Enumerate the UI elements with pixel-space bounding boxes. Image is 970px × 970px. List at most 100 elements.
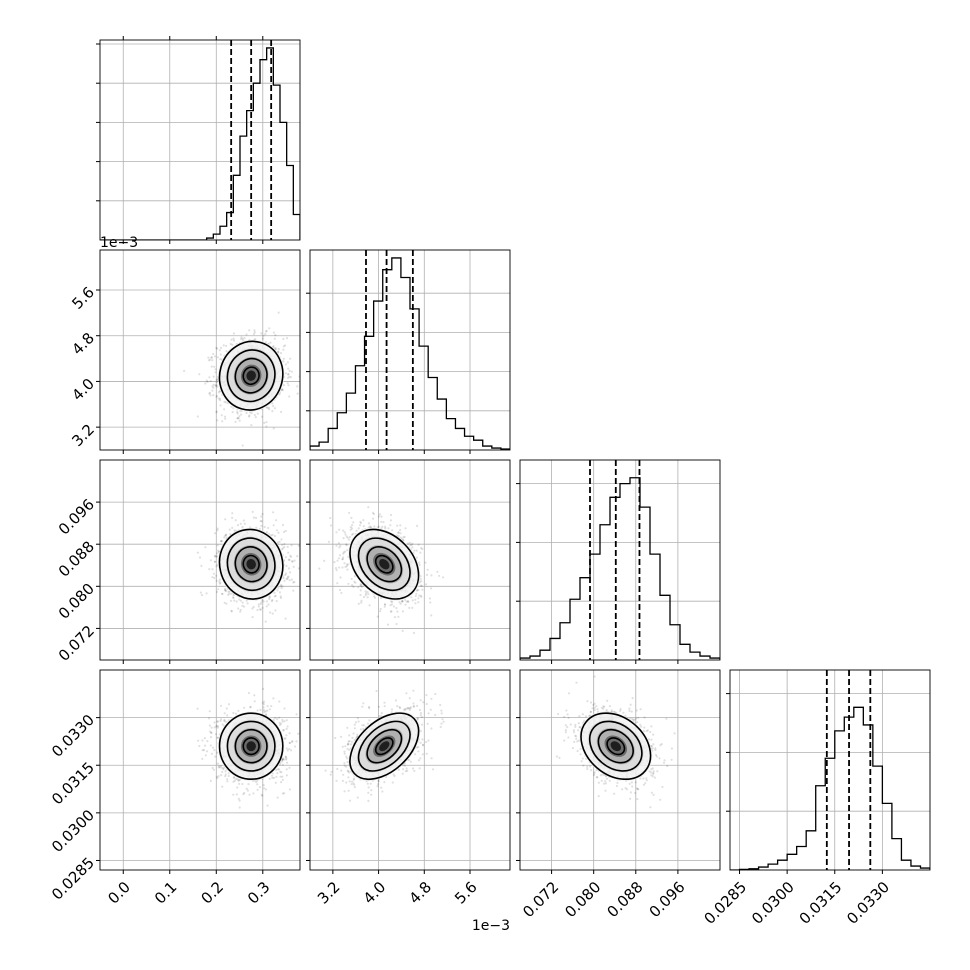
scatter-point bbox=[338, 566, 341, 569]
scatter-point bbox=[401, 629, 404, 633]
scatter-point bbox=[411, 606, 414, 610]
scatter-point bbox=[256, 608, 259, 612]
scatter-point bbox=[243, 706, 246, 709]
scatter-point bbox=[233, 599, 236, 602]
scatter-point bbox=[215, 346, 218, 349]
scatter-point bbox=[230, 338, 233, 341]
scatter-point bbox=[215, 394, 218, 397]
scatter-point bbox=[278, 540, 281, 543]
scatter-point bbox=[224, 534, 227, 538]
scatter-point bbox=[277, 531, 280, 534]
scatter-point bbox=[350, 527, 354, 530]
scatter-point bbox=[296, 392, 299, 395]
scatter-point bbox=[327, 540, 330, 544]
scatter-point bbox=[247, 415, 251, 418]
scatter-point bbox=[216, 544, 219, 547]
scatter-point bbox=[292, 589, 295, 592]
scatter-point bbox=[259, 602, 262, 606]
scatter-point bbox=[282, 337, 285, 341]
panel-plot-area bbox=[520, 460, 720, 660]
scatter-point bbox=[252, 332, 256, 336]
scatter-point bbox=[389, 524, 392, 527]
scatter-point bbox=[250, 412, 253, 415]
scatter-point bbox=[251, 616, 254, 619]
scatter-point bbox=[414, 594, 417, 598]
scatter-point bbox=[360, 521, 363, 525]
scatter-point bbox=[208, 710, 211, 713]
scatter-point bbox=[215, 380, 218, 383]
scatter-point bbox=[359, 593, 362, 597]
scatter-point bbox=[284, 529, 287, 533]
y-tick-label: 0.096 bbox=[55, 495, 98, 538]
scatter-point bbox=[399, 528, 402, 532]
scatter-point bbox=[354, 581, 357, 584]
scatter-point bbox=[274, 609, 277, 612]
scatter-point bbox=[393, 616, 397, 619]
scatter-point bbox=[418, 563, 421, 567]
panel-plot-area bbox=[100, 250, 305, 450]
scatter-point bbox=[239, 608, 242, 612]
scatter-point bbox=[377, 525, 380, 528]
scatter-point bbox=[292, 581, 295, 584]
scatter-point bbox=[210, 356, 214, 359]
scatter-point bbox=[252, 792, 255, 795]
scatter-point bbox=[265, 329, 268, 332]
scatter-point bbox=[380, 515, 383, 518]
scatter-point bbox=[346, 563, 350, 566]
scatter-point bbox=[207, 356, 210, 359]
scatter-point bbox=[380, 520, 383, 523]
scatter-point bbox=[362, 596, 366, 599]
scatter-point bbox=[337, 542, 340, 545]
scatter-point bbox=[283, 543, 286, 546]
scatter-point bbox=[303, 364, 305, 366]
scatter-point bbox=[383, 603, 387, 606]
scatter-point bbox=[232, 407, 235, 410]
scatter-point bbox=[333, 561, 336, 564]
scatter-point bbox=[276, 541, 279, 544]
scatter-point bbox=[218, 399, 222, 402]
scatter-point bbox=[257, 605, 260, 608]
scatter-point bbox=[349, 526, 352, 529]
scatter-point bbox=[282, 384, 285, 387]
scatter-point bbox=[406, 542, 409, 545]
scatter-point bbox=[395, 606, 398, 610]
scatter-point bbox=[408, 606, 411, 610]
scatter-point bbox=[219, 358, 222, 361]
scatter-point bbox=[218, 582, 221, 585]
scatter-point bbox=[198, 373, 201, 376]
scatter-point bbox=[269, 611, 272, 614]
scatter-point bbox=[402, 536, 405, 539]
scatter-point bbox=[415, 592, 418, 595]
scatter-point bbox=[268, 408, 271, 411]
scatter-point bbox=[359, 520, 362, 524]
scatter-point bbox=[367, 522, 370, 525]
scatter-point bbox=[236, 524, 239, 527]
panel-frame bbox=[519, 459, 721, 661]
scatter-point bbox=[386, 623, 390, 626]
scatter-point bbox=[373, 595, 376, 598]
scatter-point bbox=[284, 573, 287, 577]
scatter-point bbox=[335, 544, 338, 547]
scatter-point bbox=[286, 576, 289, 579]
scatter-point bbox=[379, 607, 382, 611]
panel-frame bbox=[309, 459, 511, 661]
scatter-point bbox=[345, 563, 348, 566]
scatter-point bbox=[342, 556, 345, 559]
scatter-point bbox=[227, 772, 230, 775]
scatter-point bbox=[217, 766, 220, 769]
scatter-point bbox=[218, 397, 222, 400]
scatter-point bbox=[267, 603, 270, 606]
scatter-point bbox=[392, 605, 395, 608]
scatter-point bbox=[271, 533, 274, 537]
scatter-point bbox=[205, 750, 209, 753]
scatter-point bbox=[212, 572, 216, 575]
scatter-point bbox=[284, 617, 287, 620]
scatter-point bbox=[280, 538, 283, 541]
scatter-point bbox=[265, 605, 268, 608]
scatter-point bbox=[227, 590, 230, 593]
scatter-point bbox=[373, 596, 377, 599]
scatter-point bbox=[288, 788, 291, 791]
scatter-point bbox=[223, 712, 226, 715]
scatter-point bbox=[409, 544, 412, 547]
scatter-point bbox=[335, 531, 338, 534]
